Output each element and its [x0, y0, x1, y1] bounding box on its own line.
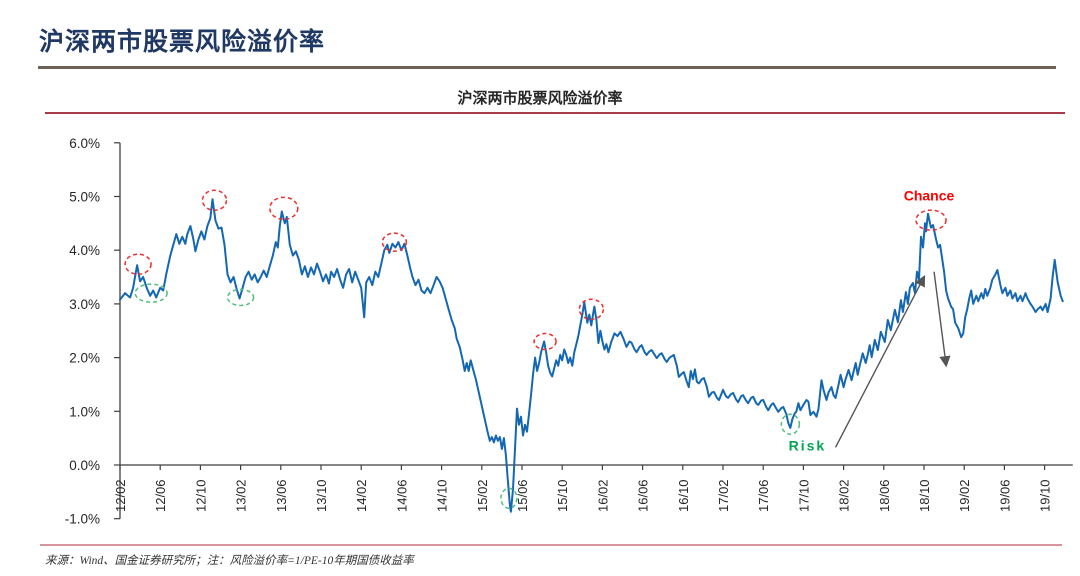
y-tick-label: -1.0% [65, 512, 100, 527]
x-tick-label: 12/06 [153, 479, 168, 512]
x-tick-label: 13/10 [314, 479, 329, 512]
annotation-ellipse-red [578, 298, 605, 321]
x-tick-label: 15/02 [475, 479, 490, 512]
x-tick-label: 12/02 [113, 479, 128, 512]
y-tick-label: 1.0% [69, 404, 100, 419]
x-tick-label: 18/02 [837, 479, 852, 512]
x-tick-label: 18/10 [917, 479, 932, 512]
x-tick-label: 14/06 [394, 479, 409, 512]
annotation-ellipse-red [124, 253, 152, 275]
annotation-label-risk: Risk [789, 438, 827, 454]
x-tick-label: 16/10 [676, 479, 691, 512]
x-tick-label: 15/10 [555, 479, 570, 512]
y-tick-label: 5.0% [69, 190, 100, 205]
source-note: 来源：Wind、国金证券研究所；注：风险溢价率=1/PE-10年期国债收益率 [45, 555, 414, 567]
chart-title-rule [45, 112, 1065, 114]
x-tick-label: 19/10 [1038, 479, 1053, 512]
y-tick-label: 2.0% [69, 351, 100, 366]
annotation-ellipse-red [381, 232, 408, 252]
x-tick-label: 19/02 [957, 479, 972, 512]
x-tick-label: 14/10 [435, 479, 450, 512]
x-tick-label: 17/10 [796, 479, 811, 512]
annotation-ellipse-red [269, 196, 299, 221]
y-tick-label: 6.0% [69, 136, 100, 151]
footer-rule [40, 544, 1062, 546]
trend-arrow [933, 271, 951, 368]
x-tick-label: 15/06 [515, 479, 530, 512]
x-tick-label: 16/06 [636, 479, 651, 512]
y-tick-label: 3.0% [69, 297, 100, 312]
y-tick-label: 0.0% [69, 458, 100, 473]
annotation-ellipse-green [500, 487, 518, 510]
annotation-ellipse-green [226, 288, 255, 307]
x-tick-label: 16/02 [595, 479, 610, 512]
x-tick-label: 12/10 [193, 479, 208, 512]
annotation-ellipse-red [533, 332, 557, 351]
x-tick-label: 14/02 [354, 479, 369, 512]
trend-arrow [834, 275, 926, 448]
y-tick-label: 4.0% [69, 243, 100, 258]
x-tick-label: 18/06 [877, 479, 892, 512]
x-tick-label: 17/02 [716, 479, 731, 512]
annotation-ellipse-red [201, 189, 228, 212]
annotation-ellipse-green [780, 413, 801, 435]
annotation-label-chance: Chance [904, 187, 955, 203]
page-title: 沪深两市股票风险溢价率 [39, 28, 326, 56]
x-tick-label: 17/06 [756, 479, 771, 512]
chart-title: 沪深两市股票风险溢价率 [457, 91, 623, 107]
annotation-ellipse-red [915, 209, 947, 231]
x-tick-label: 13/02 [234, 479, 249, 512]
annotation-ellipse-green [134, 283, 168, 303]
title-underline [38, 66, 1056, 69]
series-line [119, 198, 1064, 513]
x-tick-label: 19/06 [997, 479, 1012, 512]
x-tick-label: 13/06 [274, 479, 289, 512]
